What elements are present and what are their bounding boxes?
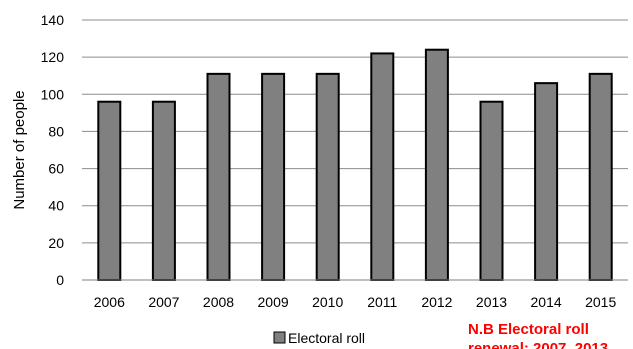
annotation-note: N.B Electoral roll renewal: 2007, 2013 bbox=[468, 321, 608, 349]
x-tick-label-2008: 2008 bbox=[203, 294, 234, 310]
x-tick-label-2015: 2015 bbox=[585, 294, 616, 310]
y-tick-label: 20 bbox=[48, 235, 64, 251]
y-tick-label: 80 bbox=[48, 123, 64, 139]
bar-2011 bbox=[370, 52, 395, 281]
y-tick-label: 140 bbox=[41, 12, 65, 28]
x-tick-label-2007: 2007 bbox=[148, 294, 179, 310]
y-tick-label: 100 bbox=[41, 86, 65, 102]
x-tick-label-2011: 2011 bbox=[367, 294, 397, 310]
bar-2010 bbox=[315, 72, 340, 281]
y-axis-title: Number of people bbox=[11, 90, 28, 209]
y-tick-label: 0 bbox=[56, 272, 64, 288]
legend-label: Electoral roll bbox=[288, 330, 365, 346]
y-axis-ticks: 0 20 40 60 80 100 120 140 bbox=[41, 12, 65, 288]
x-tick-label-2014: 2014 bbox=[531, 294, 562, 310]
bar-2014 bbox=[534, 82, 559, 282]
bar-2012 bbox=[424, 48, 449, 282]
y-tick-label: 120 bbox=[41, 49, 65, 65]
bar-2006 bbox=[97, 100, 122, 282]
x-tick-label-2006: 2006 bbox=[94, 294, 125, 310]
annotation-note-line1: N.B Electoral roll bbox=[468, 321, 589, 338]
legend-swatch bbox=[273, 331, 286, 344]
y-tick-label: 60 bbox=[48, 161, 64, 177]
y-tick-label: 40 bbox=[48, 198, 64, 214]
bars bbox=[97, 48, 613, 282]
bar-2013 bbox=[479, 100, 504, 282]
bar-2009 bbox=[261, 72, 286, 281]
x-tick-label-2013: 2013 bbox=[476, 294, 507, 310]
bar-2015 bbox=[588, 72, 613, 281]
bar-2007 bbox=[151, 100, 176, 282]
annotation-note-line2: renewal: 2007, 2013 bbox=[468, 340, 608, 349]
x-axis-ticks: 2006 2007 2008 2009 2010 2011 2012 2013 2014 2015 bbox=[94, 294, 617, 310]
legend: Electoral roll bbox=[273, 330, 365, 346]
x-tick-label-2010: 2010 bbox=[312, 294, 343, 310]
x-tick-label-2009: 2009 bbox=[258, 294, 289, 310]
bar-2008 bbox=[206, 72, 231, 281]
x-tick-label-2012: 2012 bbox=[421, 294, 452, 310]
